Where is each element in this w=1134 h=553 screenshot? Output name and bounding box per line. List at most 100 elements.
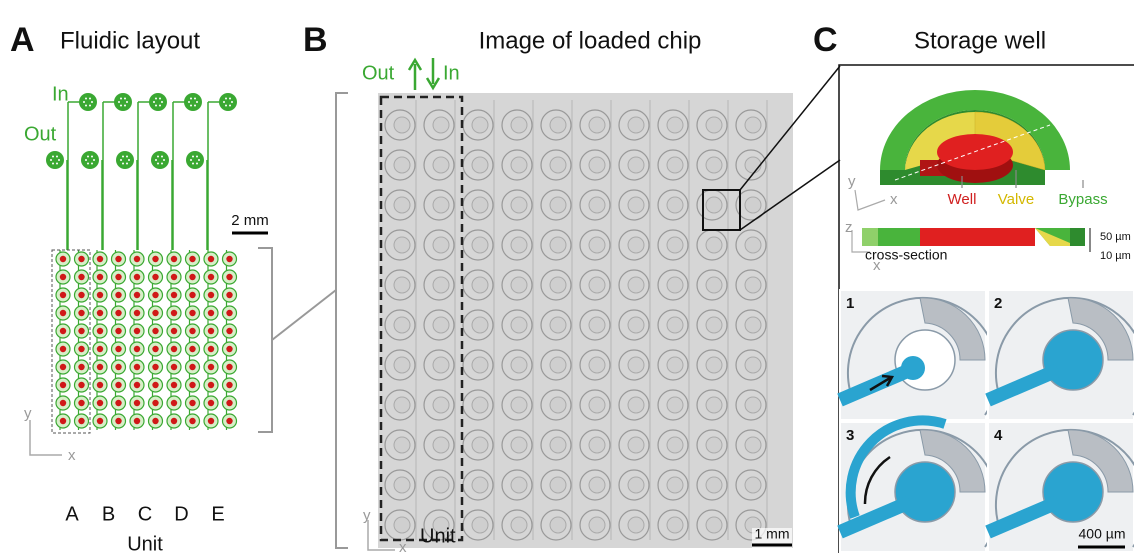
port-dot <box>188 101 190 103</box>
chip-well-inner <box>628 317 644 333</box>
port <box>79 93 97 111</box>
well-dot <box>171 418 177 424</box>
well-dot <box>60 256 66 262</box>
chip-well-inner <box>745 357 761 373</box>
chip-well-inner <box>394 397 410 413</box>
port-dot <box>83 101 85 103</box>
well-dot <box>226 418 232 424</box>
well-front <box>901 356 925 380</box>
port-dot <box>157 156 159 158</box>
well-dot <box>226 400 232 406</box>
port-dot <box>157 162 159 164</box>
well-dot <box>208 310 214 316</box>
port-dot <box>91 101 93 103</box>
chip-well-inner <box>433 277 449 293</box>
chip-well-inner <box>745 437 761 453</box>
chip-well-inner <box>511 197 527 213</box>
port-dot <box>126 101 128 103</box>
scale-label: 2 mm <box>231 212 269 229</box>
chip-well-inner <box>550 197 566 213</box>
well-label: Well <box>948 191 977 208</box>
well-dot <box>189 400 195 406</box>
well-dot <box>115 400 121 406</box>
chip-well-inner <box>394 477 410 493</box>
well-dot <box>60 274 66 280</box>
port-dot <box>122 156 124 158</box>
well-dot <box>189 418 195 424</box>
chip-well-inner <box>472 277 488 293</box>
chip-well-inner <box>667 517 683 533</box>
port-dot <box>56 162 58 164</box>
chip-well-inner <box>667 157 683 173</box>
inlet-label: In <box>52 83 69 105</box>
chip-well-inner <box>745 397 761 413</box>
chip-well-inner <box>628 197 644 213</box>
port-dot <box>155 104 157 106</box>
chip-well-inner <box>394 277 410 293</box>
port-dot <box>194 98 196 100</box>
unit-title: Unit <box>127 533 163 553</box>
chip-well-inner <box>511 517 527 533</box>
chip-well-inner <box>550 317 566 333</box>
well-dot <box>226 274 232 280</box>
port-dot <box>50 159 52 161</box>
well-dot <box>152 328 158 334</box>
port <box>149 93 167 111</box>
well-dot <box>115 310 121 316</box>
chip-well-inner <box>667 477 683 493</box>
chip-well-inner <box>589 237 605 253</box>
chip-well-inner <box>433 357 449 373</box>
panel-title: Fluidic layout <box>60 27 200 54</box>
well-dot <box>208 364 214 370</box>
chip-well-inner <box>394 197 410 213</box>
chip-well-inner <box>472 197 488 213</box>
well-dot <box>97 346 103 352</box>
port-dot <box>56 156 58 158</box>
chip-well-inner <box>706 317 722 333</box>
chip-well-inner <box>394 157 410 173</box>
bypass-label: Bypass <box>1058 191 1107 208</box>
chip-well-inner <box>511 357 527 373</box>
well-dot <box>226 256 232 262</box>
panel-title: Storage well <box>914 27 1046 54</box>
port-dot <box>52 162 54 164</box>
section-segment <box>920 228 1035 246</box>
well-dot <box>97 418 103 424</box>
well-dot <box>152 418 158 424</box>
well-dot <box>208 328 214 334</box>
chip-well-inner <box>745 277 761 293</box>
chip-well-inner <box>511 237 527 253</box>
chip-well-inner <box>706 477 722 493</box>
port-dot <box>161 156 163 158</box>
port-dot <box>194 104 196 106</box>
well-dot <box>97 400 103 406</box>
port-dot <box>163 159 165 161</box>
chip-well-inner <box>472 397 488 413</box>
chip-well-inner <box>667 437 683 453</box>
port-dot <box>196 101 198 103</box>
chip-well-inner <box>667 317 683 333</box>
port-dot <box>196 162 198 164</box>
well-dot <box>152 310 158 316</box>
port-dot <box>231 101 233 103</box>
panel-letter: B <box>303 21 328 59</box>
port-dot <box>225 98 227 100</box>
well-dot <box>189 274 195 280</box>
port-dot <box>225 104 227 106</box>
port-dot <box>120 104 122 106</box>
chip-well-inner <box>472 437 488 453</box>
valve-label: Valve <box>998 191 1034 208</box>
well-dot <box>97 382 103 388</box>
outlet-label: Out <box>24 123 57 145</box>
chip-well-inner <box>745 317 761 333</box>
chip-well-inner <box>550 477 566 493</box>
well-dot <box>226 364 232 370</box>
chip-well-inner <box>472 517 488 533</box>
well-dot <box>78 418 84 424</box>
chip-well-inner <box>628 517 644 533</box>
port <box>81 151 99 169</box>
well-dot <box>189 346 195 352</box>
well-dot <box>115 328 121 334</box>
well-dot <box>134 292 140 298</box>
well-dot <box>152 274 158 280</box>
